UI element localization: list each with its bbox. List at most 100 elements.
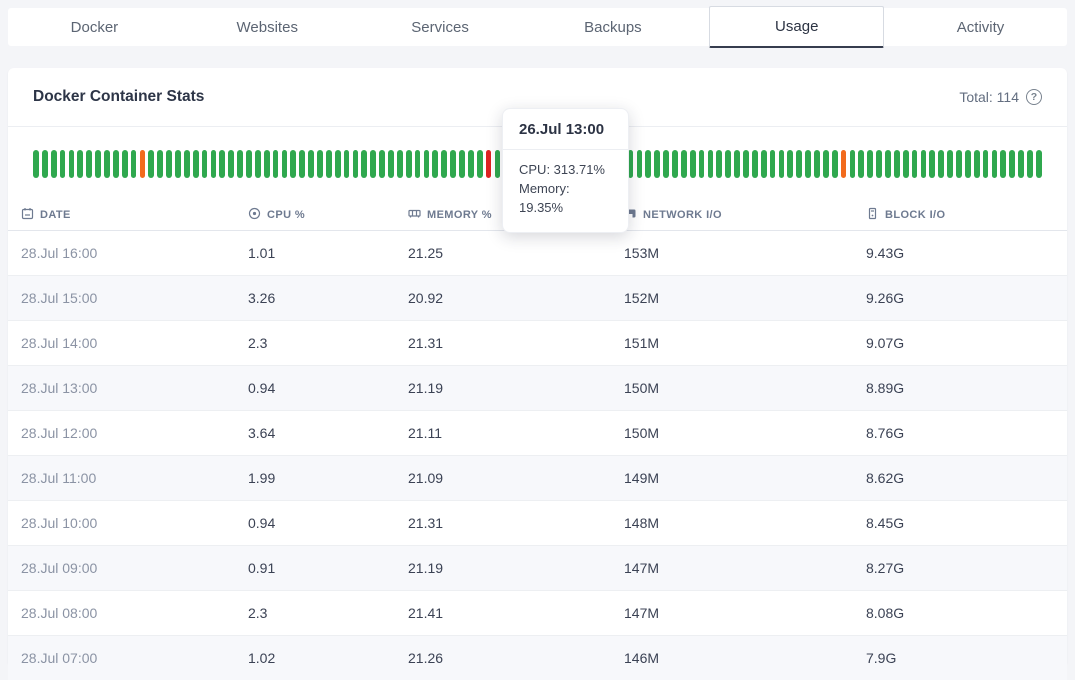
status-bar[interactable]: [467, 150, 474, 178]
status-bar[interactable]: [1035, 150, 1042, 178]
status-bar[interactable]: [938, 150, 945, 178]
status-bar[interactable]: [33, 150, 39, 178]
status-bar[interactable]: [893, 150, 900, 178]
status-bar[interactable]: [148, 150, 155, 178]
status-bar[interactable]: [308, 150, 314, 178]
status-bar[interactable]: [636, 150, 643, 178]
status-bar[interactable]: [849, 150, 856, 178]
status-bar[interactable]: [494, 150, 501, 178]
status-bar[interactable]: [343, 150, 350, 178]
status-bar[interactable]: [414, 150, 421, 178]
status-bar[interactable]: [379, 150, 385, 178]
status-bar[interactable]: [95, 150, 101, 178]
status-bar[interactable]: [885, 150, 891, 178]
status-bar[interactable]: [822, 150, 829, 178]
status-bar[interactable]: [778, 150, 785, 178]
status-bar[interactable]: [77, 150, 84, 178]
status-bar[interactable]: [956, 150, 962, 178]
status-bar[interactable]: [902, 150, 909, 178]
tab-docker[interactable]: Docker: [70, 18, 119, 36]
status-bar[interactable]: [876, 150, 882, 178]
status-bar[interactable]: [663, 150, 669, 178]
status-bar[interactable]: [1027, 150, 1033, 178]
status-bar[interactable]: [441, 150, 448, 178]
status-bar[interactable]: [370, 150, 377, 178]
status-bar[interactable]: [334, 150, 341, 178]
status-bar[interactable]: [680, 150, 687, 178]
status-bar[interactable]: [112, 150, 119, 178]
status-bar[interactable]: [396, 150, 403, 178]
status-bar[interactable]: [201, 150, 208, 178]
status-bar[interactable]: [911, 150, 918, 178]
status-bar[interactable]: [246, 150, 252, 178]
status-bar[interactable]: [831, 150, 838, 178]
status-bar[interactable]: [50, 150, 57, 178]
status-bar[interactable]: [805, 150, 811, 178]
status-bar[interactable]: [130, 150, 137, 178]
status-bar[interactable]: [263, 150, 270, 178]
status-bar[interactable]: [121, 150, 128, 178]
status-bar[interactable]: [59, 150, 66, 178]
status-bar[interactable]: [929, 150, 936, 178]
status-bar[interactable]: [716, 150, 723, 178]
question-circle-icon[interactable]: ?: [1026, 89, 1042, 105]
status-bar[interactable]: [432, 150, 439, 178]
status-bar[interactable]: [405, 150, 412, 178]
status-bar[interactable]: [689, 150, 696, 178]
status-bar[interactable]: [654, 150, 661, 178]
status-bar[interactable]: [485, 150, 492, 178]
status-bar[interactable]: [734, 150, 740, 178]
tab-backups[interactable]: Backups: [584, 18, 642, 36]
status-bar[interactable]: [41, 150, 48, 178]
status-bar[interactable]: [760, 150, 767, 178]
status-bar[interactable]: [228, 150, 235, 178]
status-bar[interactable]: [796, 150, 803, 178]
status-bar[interactable]: [68, 150, 75, 178]
status-bar[interactable]: [86, 150, 93, 178]
status-bar[interactable]: [991, 150, 998, 178]
status-bar[interactable]: [104, 150, 110, 178]
status-bar[interactable]: [964, 150, 971, 178]
status-bar[interactable]: [814, 150, 820, 178]
status-bar[interactable]: [725, 150, 732, 178]
tab-usage[interactable]: Usage: [709, 6, 885, 48]
status-bar[interactable]: [707, 150, 714, 178]
tab-activity[interactable]: Activity: [956, 18, 1005, 36]
status-bar[interactable]: [272, 150, 279, 178]
status-bar[interactable]: [450, 150, 456, 178]
status-bar[interactable]: [423, 150, 430, 178]
status-bar[interactable]: [787, 150, 794, 178]
status-bar[interactable]: [867, 150, 874, 178]
status-bar[interactable]: [1000, 150, 1007, 178]
status-bar[interactable]: [476, 150, 483, 178]
status-bar[interactable]: [459, 150, 465, 178]
status-bar[interactable]: [210, 150, 217, 178]
status-bar[interactable]: [388, 150, 394, 178]
tab-services[interactable]: Services: [411, 18, 469, 36]
status-bar[interactable]: [183, 150, 190, 178]
status-bar[interactable]: [237, 150, 243, 178]
status-bar[interactable]: [157, 150, 164, 178]
status-bar[interactable]: [175, 150, 181, 178]
status-bar[interactable]: [1018, 150, 1024, 178]
status-bar[interactable]: [627, 150, 634, 178]
status-bar[interactable]: [166, 150, 172, 178]
status-bar[interactable]: [982, 150, 989, 178]
status-bar[interactable]: [290, 150, 297, 178]
status-bar[interactable]: [840, 150, 847, 178]
status-bar[interactable]: [219, 150, 226, 178]
tab-websites[interactable]: Websites: [236, 18, 298, 36]
status-bar[interactable]: [281, 150, 288, 178]
status-bar[interactable]: [361, 150, 368, 178]
status-bar[interactable]: [751, 150, 758, 178]
status-bar[interactable]: [317, 150, 323, 178]
status-bar[interactable]: [672, 150, 678, 178]
status-bar[interactable]: [769, 150, 776, 178]
status-bar[interactable]: [192, 150, 199, 178]
status-bar[interactable]: [645, 150, 652, 178]
status-bar[interactable]: [698, 150, 705, 178]
status-bar[interactable]: [139, 150, 146, 178]
status-bar[interactable]: [254, 150, 261, 178]
status-bar[interactable]: [1009, 150, 1016, 178]
status-bar[interactable]: [352, 150, 359, 178]
